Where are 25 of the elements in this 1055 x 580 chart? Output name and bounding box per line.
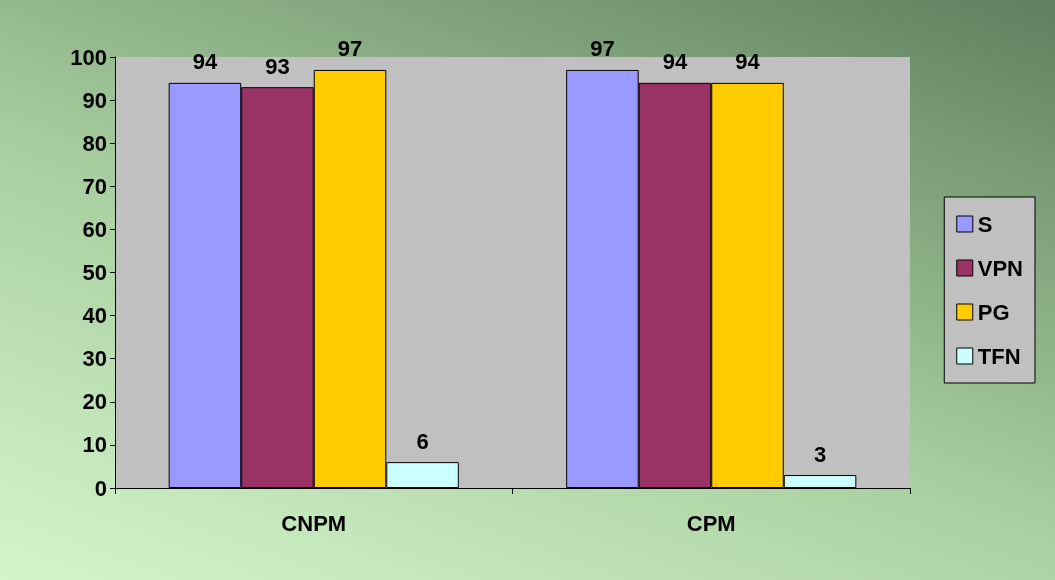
data-label: 93 [265,53,290,79]
x-tick-label: CPM [686,510,736,536]
y-tick-label: 50 [82,260,107,285]
y-tick-label: 10 [82,432,107,458]
y-tick-label: 80 [82,130,107,156]
y-tick-label: 70 [82,173,107,199]
y-tick-label: 40 [82,303,107,329]
data-label: 94 [662,49,688,75]
data-label: 94 [735,49,761,75]
legend-label: VPN [977,255,1024,281]
y-tick-label: 100 [70,44,107,70]
legend-label: PG [977,299,1010,325]
data-label: 97 [337,36,363,62]
y-tick-label: 0 [94,475,107,501]
y-tick-label: 60 [82,216,107,242]
x-tick-label: CNPM [281,510,347,536]
legend-label: S [977,211,993,237]
y-tick-label: 30 [82,346,107,372]
y-tick-label: 20 [82,389,107,415]
data-label: 6 [416,428,429,454]
data-label: 97 [590,36,615,62]
legend-label: TFN [977,343,1021,369]
y-tick-label: 90 [82,87,107,113]
data-label: 94 [192,49,218,75]
data-label: 3 [813,441,827,467]
